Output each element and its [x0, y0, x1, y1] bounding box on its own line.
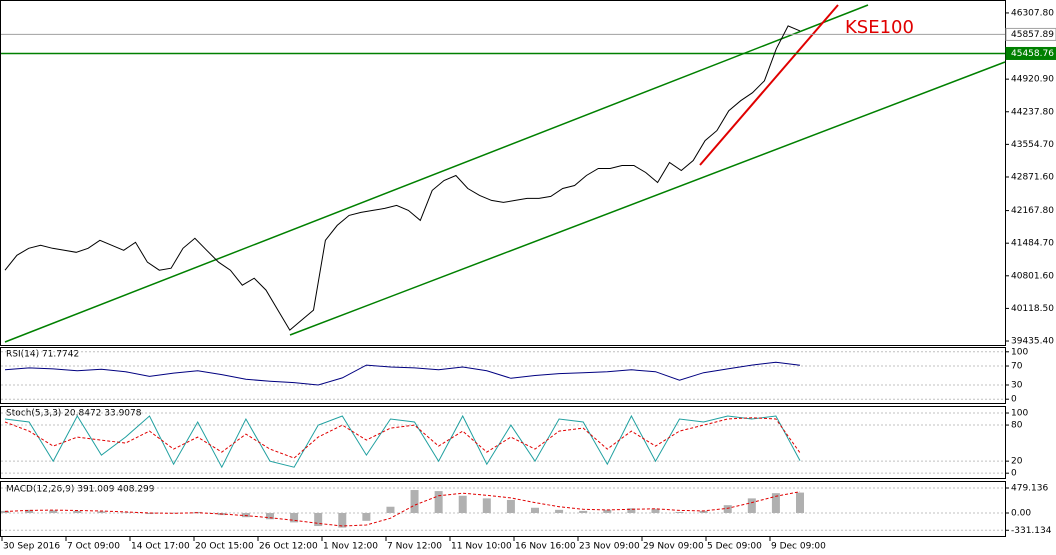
bar	[338, 512, 347, 528]
x-tick-label: 16 Nov 16:00	[515, 542, 576, 552]
indicator-title: RSI(14) 71.7742	[6, 350, 79, 360]
x-tick-label: 20 Oct 15:00	[195, 542, 254, 552]
line	[4, 491, 801, 527]
x-tick-label: 7 Nov 12:00	[387, 542, 442, 552]
y-tick-label: 0	[1011, 469, 1017, 479]
bar	[362, 512, 371, 521]
y-tick-label: -331.134	[1011, 526, 1052, 536]
bar	[97, 511, 106, 513]
channel-line	[4, 4, 869, 343]
stoch-panel	[0, 406, 1006, 479]
bar	[290, 512, 299, 523]
y-tick-label: 41484.70	[1011, 239, 1054, 249]
bar	[169, 512, 178, 514]
price-label: 45458.76	[1011, 49, 1054, 59]
bar	[145, 512, 154, 515]
price-label: 45857.89	[1011, 30, 1054, 40]
y-tick-label: 43554.70	[1011, 140, 1054, 150]
y-tick-label: 40118.50	[1011, 304, 1054, 314]
line	[4, 361, 801, 386]
bar	[73, 510, 82, 513]
bar	[458, 495, 467, 513]
x-tick-label: 9 Dec 09:00	[771, 542, 826, 552]
trend-line	[699, 4, 839, 166]
indicator-title: MACD(12,26,9) 391.009 408.299	[6, 485, 155, 495]
bar	[506, 499, 515, 513]
bar	[531, 507, 539, 513]
bar	[603, 509, 612, 513]
y-tick-label: 46307.80	[1011, 8, 1054, 18]
y-tick-label: 100	[1011, 409, 1028, 419]
x-tick-label: 1 Nov 12:00	[323, 542, 378, 552]
bar	[555, 509, 564, 513]
bar	[675, 511, 684, 513]
x-tick-label: 30 Sep 2016	[3, 542, 60, 552]
y-tick-label: 44920.90	[1011, 75, 1054, 85]
macd-panel	[0, 481, 1006, 537]
y-tick-label: 0	[1011, 395, 1017, 405]
y-tick-label: 42871.60	[1011, 172, 1054, 182]
y-tick-label: 80	[1011, 421, 1023, 431]
y-tick-label: 0.00	[1011, 508, 1031, 518]
bar	[314, 512, 323, 527]
bar	[266, 512, 274, 520]
annotation: KSE100	[845, 17, 914, 38]
line	[4, 414, 801, 469]
bar	[771, 493, 780, 513]
y-tick-label: 40801.60	[1011, 271, 1054, 281]
y-tick-label: 20	[1011, 457, 1023, 467]
bar	[747, 498, 756, 513]
bar	[49, 510, 58, 513]
bar	[627, 508, 636, 513]
y-tick-label: 39435.40	[1011, 337, 1054, 347]
bar	[241, 512, 250, 518]
x-tick-label: 7 Oct 09:00	[67, 542, 120, 552]
y-tick-label: 42167.80	[1011, 206, 1054, 216]
price-label-box	[1005, 27, 1056, 41]
rsi-panel	[0, 347, 1006, 404]
line	[4, 25, 801, 331]
bar	[579, 510, 588, 513]
y-tick-label: 44237.80	[1011, 107, 1054, 117]
channel-line	[289, 61, 1006, 336]
bar	[482, 498, 491, 513]
y-tick-label: 100	[1011, 347, 1028, 357]
bar	[723, 505, 732, 513]
bar	[699, 510, 708, 513]
price-panel	[0, 0, 1006, 346]
bar	[386, 506, 395, 513]
x-tick-label: 5 Dec 09:00	[707, 542, 762, 552]
bar	[410, 490, 419, 513]
bar	[434, 491, 443, 513]
x-tick-label: 23 Nov 09:00	[579, 542, 640, 552]
bar	[25, 509, 34, 513]
y-tick-label: 70	[1011, 362, 1023, 372]
x-tick-label: 14 Oct 17:00	[131, 542, 190, 552]
x-tick-label: 11 Nov 10:00	[451, 542, 512, 552]
price-label-box	[1005, 46, 1056, 60]
x-tick-label: 26 Oct 12:00	[259, 542, 318, 552]
bar	[121, 512, 130, 513]
bar	[796, 492, 804, 513]
y-tick-label: 479.136	[1011, 483, 1048, 493]
bar	[651, 508, 660, 513]
y-tick-label: 30	[1011, 380, 1023, 390]
x-tick-label: 29 Nov 09:00	[643, 542, 704, 552]
bar	[1, 510, 9, 513]
line	[4, 417, 801, 459]
